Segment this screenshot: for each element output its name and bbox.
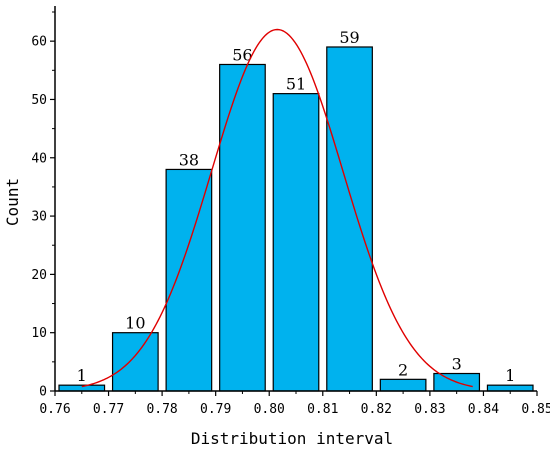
normal-fit-curve — [81, 28, 473, 388]
bar-value-label: 56 — [232, 45, 252, 64]
bar-value-label: 2 — [398, 360, 408, 379]
y-tick-label: 10 — [31, 326, 47, 341]
histogram-bar — [326, 46, 373, 392]
bar-value-label: 38 — [179, 150, 199, 169]
histogram-bar — [379, 378, 427, 392]
histogram-bar — [272, 93, 320, 392]
fit-curve-layer — [81, 28, 473, 388]
x-tick-label: 0.83 — [414, 402, 445, 417]
x-axis-title: Distribution interval — [191, 429, 393, 448]
x-tick-label: 0.82 — [361, 402, 392, 417]
y-tick-label: 60 — [31, 35, 47, 50]
x-tick-label: 0.77 — [93, 402, 124, 417]
x-tick-label: 0.76 — [39, 402, 70, 417]
bar-value-label: 3 — [452, 355, 462, 374]
bar-value-label: 1 — [77, 366, 87, 385]
y-axis-title: Count — [3, 178, 22, 226]
x-tick-label: 0.79 — [200, 402, 231, 417]
axes-layer: 0.76 0.77 0.78 0.79 0.80 0.81 0.82 0.83 0.84 0.85… — [31, 6, 550, 417]
x-tick-label: 0.85 — [521, 402, 550, 417]
histogram-bar — [486, 384, 534, 392]
x-tick-label: 0.81 — [307, 402, 338, 417]
bars-layer: 1 10 38 56 51 59 2 3 1 — [58, 28, 534, 392]
x-tick-label: 0.80 — [254, 402, 285, 417]
x-tick-label: 0.84 — [468, 402, 499, 417]
bar-value-label: 10 — [125, 314, 145, 333]
y-tick-label: 40 — [31, 151, 47, 166]
y-tick-label: 30 — [31, 210, 47, 225]
histogram-bar — [111, 332, 159, 392]
bar-value-label: 59 — [339, 28, 359, 47]
bar-value-label: 1 — [505, 366, 515, 385]
histogram-bar — [165, 168, 213, 392]
bar-value-label: 51 — [286, 75, 306, 94]
y-tick-label: 20 — [31, 268, 47, 283]
y-tick-label: 50 — [31, 93, 47, 108]
histogram-bar — [219, 63, 266, 392]
y-tick-label: 0 — [39, 385, 47, 400]
x-tick-label: 0.78 — [146, 402, 177, 417]
